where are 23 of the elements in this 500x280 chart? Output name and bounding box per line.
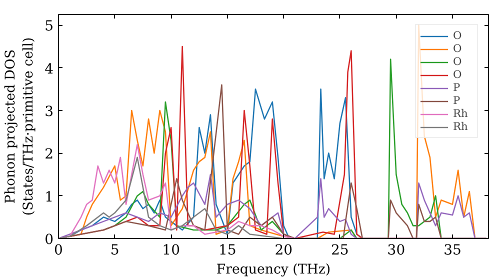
x-tick-label: 30: [387, 242, 406, 258]
legend-label: P: [453, 81, 462, 94]
y-tick-label: 1: [44, 189, 54, 206]
legend-label: O: [453, 55, 463, 68]
legend-label: O: [453, 68, 463, 81]
legend-label: O: [453, 42, 463, 55]
legend-label: P: [453, 94, 462, 107]
x-tick-label: 10: [162, 242, 180, 258]
y-tick-label: 2: [44, 146, 54, 163]
x-tick-label: 20: [274, 242, 293, 258]
x-axis-title: Frequency (THz): [216, 262, 331, 278]
legend-label: Rh: [453, 107, 469, 120]
y-tick-label: 3: [44, 104, 54, 120]
x-tick-label: 35: [444, 242, 462, 258]
y-tick-label: 5: [44, 18, 54, 35]
x-tick-label: 5: [110, 242, 120, 258]
y-axis-title: Phonon projected DOS (States/THz·primitive cell): [4, 37, 37, 216]
x-tick-label: 25: [331, 242, 349, 258]
y-tick-label: 0: [44, 232, 54, 248]
x-tick-label: 15: [218, 242, 236, 258]
legend-label: O: [453, 29, 463, 42]
y-tick-label: 4: [44, 61, 54, 78]
legend-label: Rh: [453, 120, 469, 133]
